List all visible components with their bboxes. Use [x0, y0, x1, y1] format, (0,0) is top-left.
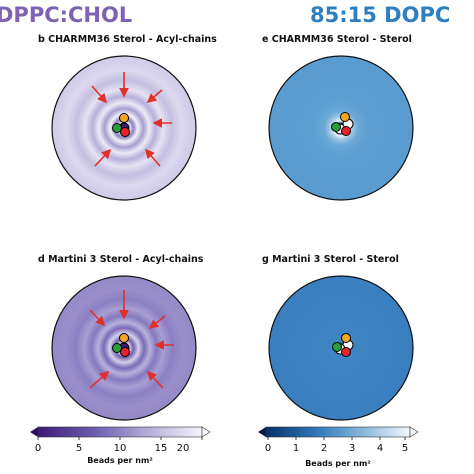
cb1-tick-4: 20	[177, 443, 190, 454]
left-figure-title: DPPC:CHOL	[0, 3, 133, 27]
cb1-tick-3: 15	[155, 443, 168, 454]
cb2-label: Beads per nm²	[305, 459, 371, 468]
panel-d-arrows	[89, 290, 174, 389]
cb2-tick-0: 0	[265, 443, 271, 454]
panel-d-title: d Martini 3 Sterol - Acyl-chains	[38, 254, 204, 265]
cb1-tick-0: 0	[35, 443, 41, 454]
panel-g-beads	[332, 333, 354, 357]
panel-d-beads	[112, 333, 130, 357]
panel-b-beads	[112, 113, 130, 137]
colorbar-acyl-chains: 0 5 10 15 20 Beads per nm²	[30, 426, 211, 465]
cb1-tick-2: 10	[114, 443, 127, 454]
cb1-label: Beads per nm²	[87, 456, 153, 465]
cb1-tick-1: 5	[76, 443, 82, 454]
cb2-tick-2: 2	[321, 443, 327, 454]
right-figure-title: 85:15 DOPC	[310, 3, 451, 27]
panel-e-title: e CHARMM36 Sterol - Sterol	[262, 34, 412, 45]
cb2-tick-5: 5	[402, 443, 408, 454]
cb2-tick-4: 4	[377, 443, 383, 454]
cb2-tick-3: 3	[349, 443, 355, 454]
panel-g-title: g Martini 3 Sterol - Sterol	[262, 254, 399, 265]
panel-e-beads	[331, 112, 354, 136]
cb2-tick-1: 1	[293, 443, 299, 454]
panel-b-arrows	[91, 72, 172, 167]
colorbar-sterol: 0 1 2 3 4 5 Beads per nm²	[258, 426, 419, 468]
panel-b-title: b CHARMM36 Sterol - Acyl-chains	[38, 34, 217, 45]
